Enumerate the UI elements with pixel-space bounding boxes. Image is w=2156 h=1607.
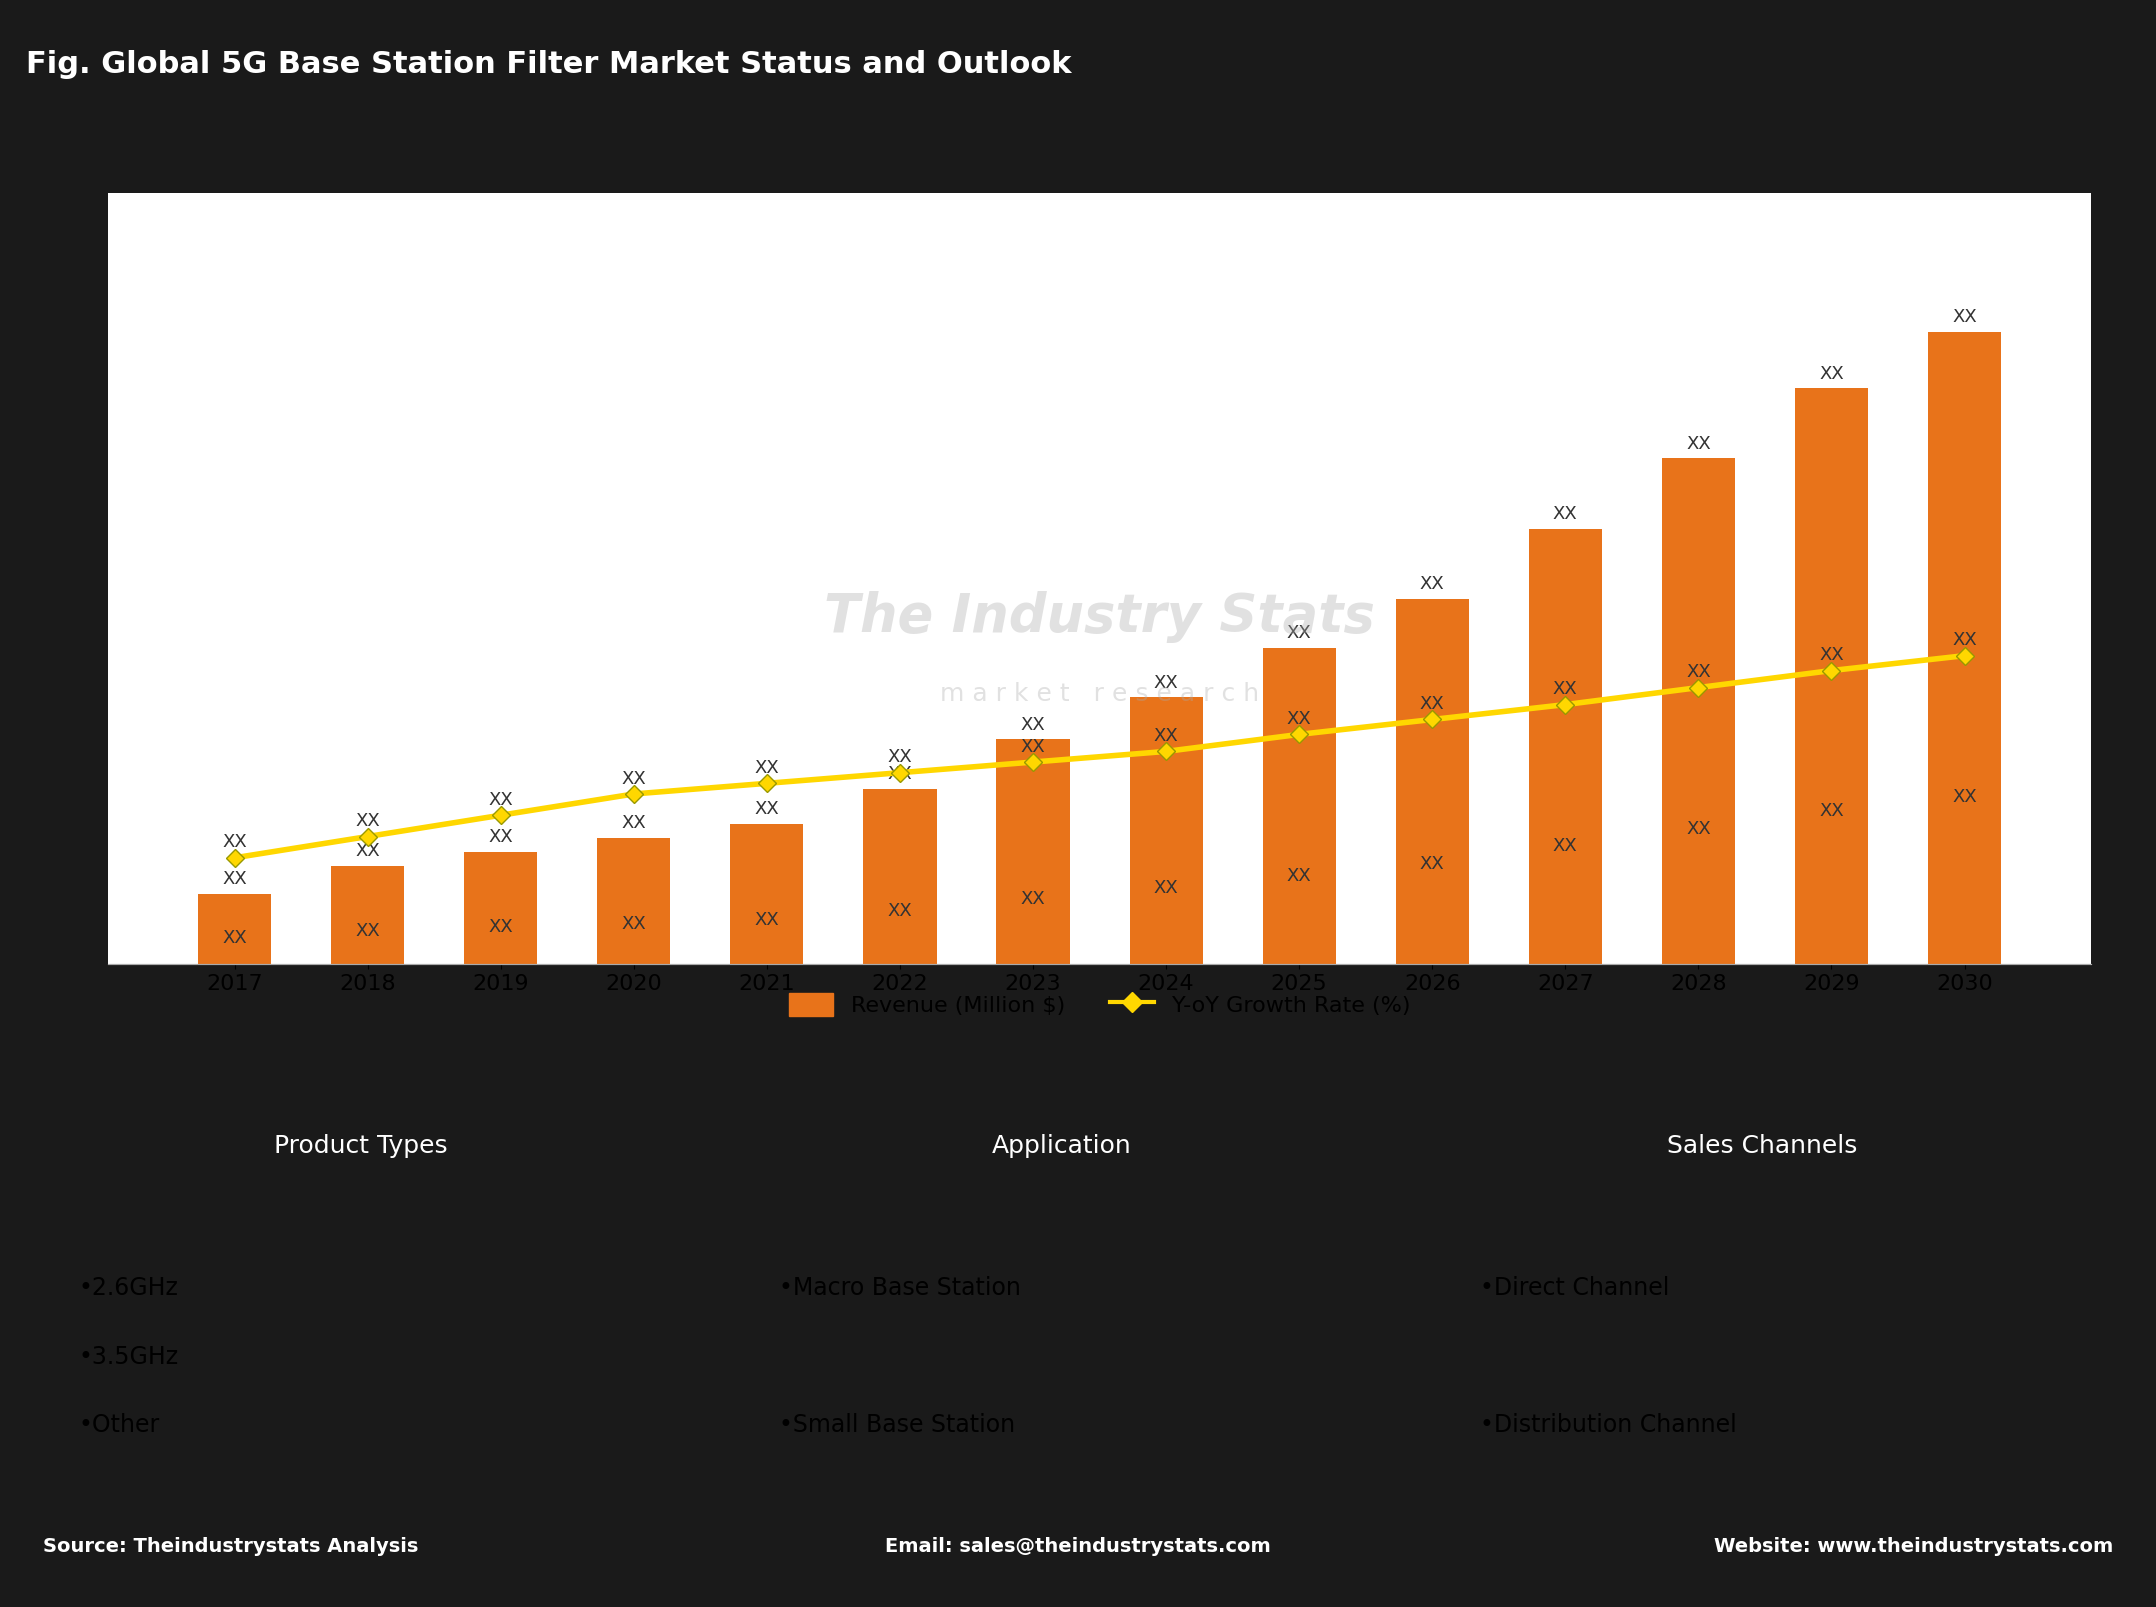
Text: XX: XX: [1020, 738, 1046, 755]
Text: •3.5GHz: •3.5GHz: [78, 1345, 179, 1369]
Text: XX: XX: [1421, 855, 1445, 873]
Text: XX: XX: [489, 828, 513, 847]
Bar: [597, 837, 671, 964]
Text: •2.6GHz: •2.6GHz: [78, 1276, 179, 1300]
Text: XX: XX: [1287, 625, 1311, 643]
Bar: [1130, 697, 1203, 964]
Bar: [862, 789, 936, 964]
Text: XX: XX: [356, 842, 379, 860]
Bar: [1927, 333, 2001, 964]
Text: •Distribution Channel: •Distribution Channel: [1479, 1414, 1736, 1437]
Text: m a r k e t   r e s e a r c h: m a r k e t r e s e a r c h: [940, 683, 1259, 705]
Bar: [731, 824, 804, 964]
Text: Sales Channels: Sales Channels: [1667, 1135, 1858, 1157]
Text: XX: XX: [489, 791, 513, 808]
Text: XX: XX: [222, 929, 248, 947]
Legend: Revenue (Million $), Y-oY Growth Rate (%): Revenue (Million $), Y-oY Growth Rate (%…: [780, 983, 1419, 1025]
Bar: [464, 852, 537, 964]
Text: •Small Base Station: •Small Base Station: [778, 1414, 1015, 1437]
Text: XX: XX: [1287, 710, 1311, 728]
Text: XX: XX: [1951, 787, 1977, 807]
Text: XX: XX: [755, 800, 778, 818]
Text: Website: www.theindustrystats.com: Website: www.theindustrystats.com: [1714, 1538, 2113, 1556]
Text: XX: XX: [755, 911, 778, 929]
Text: XX: XX: [621, 914, 647, 932]
Bar: [1662, 458, 1736, 964]
Text: Email: sales@theindustrystats.com: Email: sales@theindustrystats.com: [886, 1538, 1270, 1556]
Text: XX: XX: [888, 902, 912, 921]
Text: XX: XX: [1686, 664, 1710, 681]
Text: XX: XX: [621, 770, 647, 787]
Text: XX: XX: [1421, 696, 1445, 714]
Text: XX: XX: [222, 834, 248, 852]
Text: •Macro Base Station: •Macro Base Station: [778, 1276, 1022, 1300]
Text: XX: XX: [621, 815, 647, 832]
Text: XX: XX: [489, 918, 513, 937]
Text: XX: XX: [755, 759, 778, 776]
Text: XX: XX: [1820, 802, 1843, 820]
Bar: [1529, 529, 1602, 964]
Text: The Industry Stats: The Industry Stats: [824, 591, 1376, 643]
Text: XX: XX: [1951, 309, 1977, 326]
Text: XX: XX: [1820, 646, 1843, 664]
Text: XX: XX: [356, 921, 379, 940]
Text: XX: XX: [888, 765, 912, 783]
Text: XX: XX: [1020, 890, 1046, 908]
Bar: [198, 893, 272, 964]
Text: XX: XX: [1552, 680, 1578, 697]
Text: XX: XX: [1153, 879, 1179, 897]
Bar: [1263, 648, 1337, 964]
Text: Application: Application: [992, 1135, 1132, 1157]
Text: XX: XX: [222, 871, 248, 889]
Text: XX: XX: [1552, 505, 1578, 522]
Text: XX: XX: [1020, 715, 1046, 734]
Bar: [1395, 599, 1468, 964]
Text: XX: XX: [1287, 868, 1311, 885]
Text: XX: XX: [1820, 365, 1843, 382]
Text: XX: XX: [1951, 632, 1977, 649]
Text: XX: XX: [888, 749, 912, 767]
Text: XX: XX: [1686, 820, 1710, 837]
Bar: [1796, 389, 1867, 964]
Text: XX: XX: [1421, 575, 1445, 593]
Text: Fig. Global 5G Base Station Filter Market Status and Outlook: Fig. Global 5G Base Station Filter Marke…: [26, 50, 1072, 79]
Text: Product Types: Product Types: [274, 1135, 448, 1157]
Text: •Other: •Other: [78, 1414, 160, 1437]
Text: Source: Theindustrystats Analysis: Source: Theindustrystats Analysis: [43, 1538, 418, 1556]
Bar: [332, 866, 403, 964]
Text: XX: XX: [1686, 435, 1710, 453]
Text: •Direct Channel: •Direct Channel: [1479, 1276, 1669, 1300]
Text: XX: XX: [1153, 673, 1179, 691]
Text: XX: XX: [1552, 837, 1578, 855]
Text: XX: XX: [1153, 726, 1179, 746]
Bar: [996, 739, 1069, 964]
Text: XX: XX: [356, 812, 379, 831]
